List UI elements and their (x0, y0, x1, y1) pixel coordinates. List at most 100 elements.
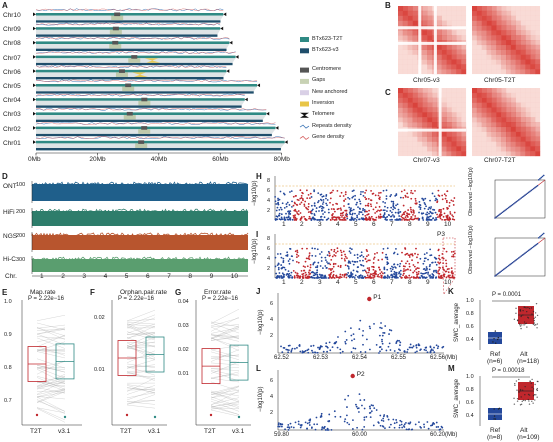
snp-point (379, 217, 382, 219)
snp-point (428, 218, 431, 221)
pair-line (126, 400, 156, 402)
snp-point (370, 205, 373, 208)
snp-point (385, 189, 388, 192)
snp-point (392, 200, 395, 203)
snp-point (300, 194, 303, 197)
snp-point (440, 210, 442, 213)
heatmap-cell (501, 25, 507, 31)
heatmap-cell (461, 102, 467, 108)
snp-point (281, 202, 284, 205)
alt-point (519, 404, 522, 406)
outlier-point (209, 413, 213, 417)
heatmap-cell (456, 6, 462, 12)
heatmap-cell (472, 97, 478, 103)
heatmap-cell (530, 117, 536, 123)
panelK-pvalue: P = 0.0001 (492, 292, 522, 298)
heatmap-cell (481, 92, 487, 98)
pair-line (210, 321, 240, 327)
heatmap-cell (451, 112, 457, 118)
telomere-left (33, 69, 36, 73)
heatmap-cell (427, 136, 433, 142)
panelF-x-tick: T2T (120, 428, 132, 435)
pair-line (126, 385, 156, 395)
panelE-pvalue: P = 2.22e−16 (28, 296, 64, 302)
snp-point (422, 199, 425, 202)
heatmap-cell (407, 97, 413, 103)
snp-point (305, 219, 307, 221)
heatmap-cell (422, 146, 428, 152)
heatmap-cell (451, 20, 457, 26)
heatmap-cell (486, 6, 492, 12)
heatmap-cell (506, 92, 512, 98)
snp-point (276, 206, 279, 209)
snp-point (392, 208, 394, 211)
alt-point (518, 378, 520, 381)
snp-point (341, 216, 343, 218)
heatmap-cell (412, 112, 418, 118)
alt-point (523, 321, 526, 323)
heatmap-cell (506, 30, 512, 36)
heatmap-cell (506, 141, 512, 147)
snp-point (354, 198, 356, 201)
snp-point (448, 217, 451, 220)
snp-point (389, 195, 392, 198)
snp-point (313, 189, 316, 192)
snp-point (382, 189, 385, 192)
heatmap-cell (520, 146, 526, 152)
heatmap-cell (441, 117, 447, 123)
panelG-y-tick: 0.03 (178, 323, 189, 329)
heatmap-cell (412, 141, 418, 147)
heatmap-cell (402, 92, 408, 98)
snp-point (420, 212, 423, 215)
heatmap-cell (446, 49, 452, 55)
heatmap-cell (412, 10, 418, 16)
heatmap-cell (422, 88, 428, 94)
telomere-right (220, 26, 224, 31)
snp-point (297, 210, 300, 212)
heatmap-cell (451, 107, 457, 113)
snp-point (299, 203, 301, 205)
heatmap-cell (422, 92, 428, 98)
heatmap-cell (461, 141, 467, 147)
alt-point (535, 394, 537, 396)
snp-point (307, 208, 309, 211)
heatmap-cell (446, 15, 452, 21)
heatmap-cell (412, 35, 418, 41)
qq-point (537, 178, 540, 181)
snp-point (394, 211, 397, 214)
heatmap-cell (402, 6, 408, 12)
snp-point (418, 219, 420, 221)
heatmap-cell (407, 6, 413, 12)
coverage-noise (31, 181, 249, 187)
heatmap-cell (515, 88, 521, 94)
snp-point (384, 205, 386, 208)
heatmap-cell (417, 102, 423, 108)
heatmap-cell (535, 35, 541, 41)
telomere-right (235, 55, 239, 59)
snp-point (375, 210, 378, 213)
pair-line (126, 359, 156, 369)
heatmap-cell (496, 15, 502, 21)
heatmap-cell (472, 30, 478, 36)
heatmap-cell (510, 20, 516, 26)
snp-point (310, 204, 313, 207)
ref-point (493, 408, 495, 410)
snp-point (368, 209, 370, 212)
panelM-group-name: Ref (490, 427, 501, 434)
misassembly-gap (418, 6, 422, 74)
misassembly-gap (398, 26, 466, 30)
gene-density-line (35, 136, 285, 139)
snp-point (419, 206, 422, 209)
heatmap-cell (456, 151, 462, 157)
heatmap-cell (407, 136, 413, 142)
d-x-label: Chr. (5, 273, 17, 280)
snp-point (354, 194, 356, 197)
qq-point (501, 211, 504, 214)
heatmap-cell (515, 136, 521, 142)
heatmap-cell (407, 88, 413, 94)
panelM-group-name: Alt (520, 427, 528, 434)
heatmap-cell (535, 10, 541, 16)
heatmap-cell (446, 64, 452, 70)
alt-point (526, 326, 528, 328)
heatmap-cell (472, 112, 478, 118)
